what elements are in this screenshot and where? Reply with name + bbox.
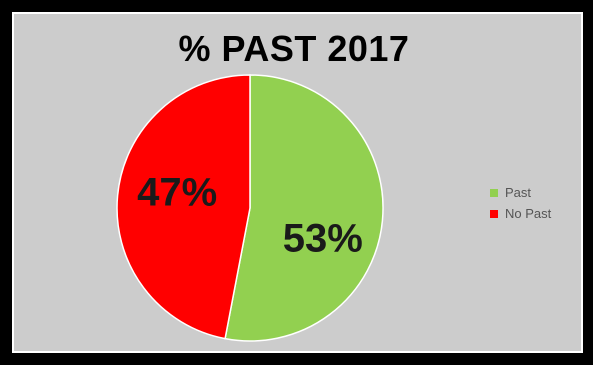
pie-slice-no-past — [116, 74, 251, 340]
pie-slices — [116, 74, 384, 342]
legend-item-past: Past — [490, 182, 551, 203]
pie-label-past: 53% — [283, 216, 363, 260]
pie-label-no-past: 47% — [137, 171, 217, 215]
chart-title: % PAST 2017 — [178, 28, 410, 69]
pie-chart: 53% 47% — [116, 74, 384, 342]
pie-labels: 53% 47% — [137, 171, 363, 261]
legend-swatch-past — [490, 188, 498, 197]
legend: Past No Past — [490, 182, 551, 224]
pie-slice-past — [224, 74, 384, 342]
chart-area: % PAST 2017 53% 47% Past No Past — [12, 12, 583, 353]
legend-swatch-no-past — [490, 209, 498, 218]
legend-label-past: Past — [505, 185, 532, 200]
legend-item-no-past: No Past — [490, 203, 551, 224]
legend-label-no-past: No Past — [505, 206, 552, 221]
